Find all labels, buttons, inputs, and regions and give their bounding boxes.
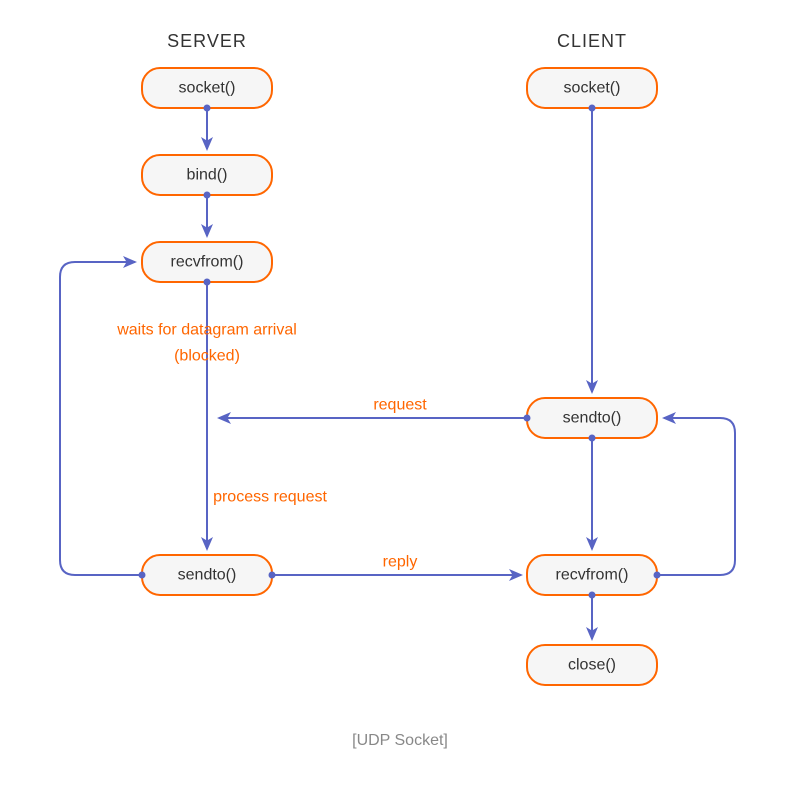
label-process: process request	[213, 489, 327, 506]
label-request: request	[373, 397, 427, 414]
node-label: bind()	[187, 167, 228, 184]
label-waits-line1: waits for datagram arrival	[116, 322, 297, 339]
node-label: recvfrom()	[171, 254, 244, 271]
label-reply: reply	[383, 554, 418, 571]
arrow-client-loop	[657, 418, 735, 575]
server-header: SERVER	[167, 31, 247, 51]
node-label: socket()	[179, 80, 236, 97]
client-header: CLIENT	[557, 31, 627, 51]
node-server-recvfrom: recvfrom()	[142, 242, 272, 282]
label-waits-line2: (blocked)	[174, 348, 240, 365]
node-client-sendto: sendto()	[527, 398, 657, 438]
node-server-bind: bind()	[142, 155, 272, 195]
node-server-sendto: sendto()	[142, 555, 272, 595]
udp-socket-diagram: SERVER CLIENT socket() bind() recvfrom()…	[0, 0, 800, 800]
node-client-close: close()	[527, 645, 657, 685]
node-label: socket()	[564, 80, 621, 97]
node-server-socket: socket()	[142, 68, 272, 108]
node-client-recvfrom: recvfrom()	[527, 555, 657, 595]
diagram-caption: [UDP Socket]	[352, 732, 448, 749]
node-label: sendto()	[178, 567, 237, 584]
node-label: recvfrom()	[556, 567, 629, 584]
arrow-server-loop	[60, 262, 142, 575]
node-client-socket: socket()	[527, 68, 657, 108]
node-label: sendto()	[563, 410, 622, 427]
node-label: close()	[568, 657, 616, 674]
